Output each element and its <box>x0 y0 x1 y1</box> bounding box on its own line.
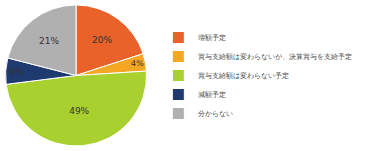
svg-text:49%: 49% <box>69 106 89 116</box>
svg-text:6%: 6% <box>9 67 24 77</box>
svg-text:賞与支給額は変わらない予定: 賞与支給額は変わらない予定 <box>198 72 289 80</box>
svg-text:減額予定: 減額予定 <box>198 91 226 99</box>
svg-text:増額予定: 増額予定 <box>197 33 226 42</box>
svg-text:分からない: 分からない <box>198 110 233 118</box>
svg-text:4%: 4% <box>131 59 144 68</box>
svg-text:21%: 21% <box>39 36 59 46</box>
svg-text:20%: 20% <box>92 35 112 45</box>
svg-text:賞与支給額は変わらないが、決算賞与を支給予定: 賞与支給額は変わらないが、決算賞与を支給予定 <box>198 53 352 61</box>
